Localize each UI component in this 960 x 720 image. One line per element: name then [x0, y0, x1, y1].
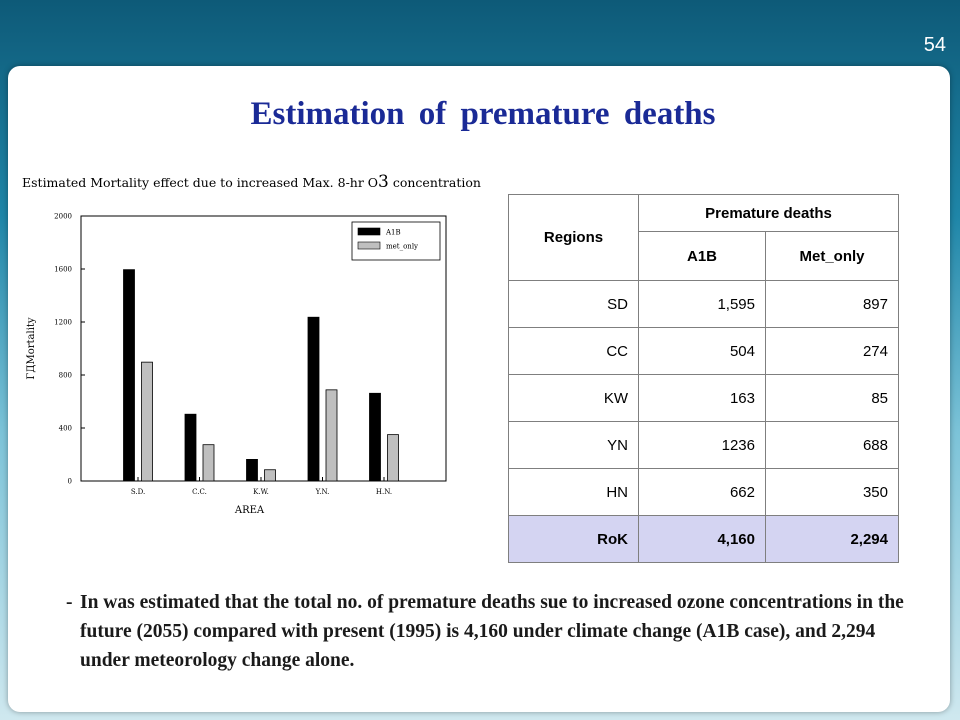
chart-title-text: Estimated Mortality effect due to increa… — [22, 175, 379, 190]
cell-met: 274 — [765, 327, 899, 375]
y-tick-label: 1200 — [54, 319, 72, 327]
header-met-only: Met_only — [765, 231, 899, 281]
y-tick-label: 0 — [68, 478, 72, 486]
x-tick-label: S.D. — [131, 488, 145, 496]
chart-title-subscript: 3 — [378, 172, 389, 192]
header-a1b: A1B — [638, 231, 766, 281]
x-tick-label: Y.N. — [315, 488, 330, 496]
bar-a1b-cc — [184, 413, 197, 482]
legend-swatch-met-only — [357, 241, 381, 250]
cell-total-a1b: 4,160 — [638, 515, 766, 563]
cell-met: 350 — [765, 468, 899, 516]
x-tick-label: H.N. — [376, 488, 392, 496]
y-tick-label: 400 — [59, 425, 72, 433]
slide-number: 54 — [923, 34, 946, 56]
bar-a1b-yn — [307, 316, 320, 482]
legend-label-met-only: met_only — [386, 243, 418, 251]
legend-label-a1b: A1B — [385, 229, 401, 237]
cell-region: CC — [508, 327, 639, 375]
plot-frame — [80, 215, 447, 482]
bar-a1b-kw — [246, 459, 258, 482]
bar-a1b-sd — [123, 269, 135, 482]
cell-region: YN — [508, 421, 639, 469]
cell-region: SD — [508, 280, 639, 328]
header-premature-deaths: Premature deaths — [638, 194, 899, 232]
mortality-bar-chart: 0 400 800 1200 1600 2000 S.D. C.C. K.W. Y.N. H.N. A… — [26, 213, 447, 516]
x-tick-label: K.W. — [253, 488, 269, 496]
cell-region: KW — [508, 374, 639, 422]
table-row: KW 163 85 — [508, 374, 899, 422]
bar-a1b-hn — [369, 392, 381, 482]
y-tick-label: 800 — [59, 372, 72, 380]
cell-met: 897 — [765, 280, 899, 328]
cell-a1b: 1236 — [638, 421, 766, 469]
cell-a1b: 163 — [638, 374, 766, 422]
note-text: In was estimated that the total no. of p… — [80, 592, 904, 671]
cell-a1b: 1,595 — [638, 280, 766, 328]
premature-deaths-table: Regions Premature deaths A1B Met_only SD… — [508, 194, 899, 563]
cell-total-region: RoK — [508, 515, 639, 563]
chart-title-tail: concentration — [388, 175, 481, 190]
table-row: SD 1,595 897 — [508, 280, 899, 328]
x-tick-label: C.C. — [192, 488, 207, 496]
y-axis-label: ΓДMortality — [26, 317, 37, 380]
cell-met: 688 — [765, 421, 899, 469]
header-regions: Regions — [508, 194, 639, 281]
cell-a1b: 662 — [638, 468, 766, 516]
cell-total-met: 2,294 — [765, 515, 899, 563]
table-row: CC 504 274 — [508, 327, 899, 375]
slide-title: Estimation of premature deaths — [250, 96, 716, 132]
table-total-row: RoK 4,160 2,294 — [508, 515, 899, 563]
y-tick-label: 1600 — [54, 266, 72, 274]
bar-met-only-sd — [141, 361, 153, 482]
summary-note: - In was estimated that the total no. of… — [66, 588, 916, 675]
table-row: HN 662 350 — [508, 468, 899, 516]
chart-title: Estimated Mortality effect due to increa… — [22, 172, 481, 192]
note-dash: - — [66, 592, 73, 613]
cell-met: 85 — [765, 374, 899, 422]
table-header-row: Regions Premature deaths — [508, 194, 899, 281]
bar-met-only-hn — [387, 434, 399, 482]
cell-a1b: 504 — [638, 327, 766, 375]
cell-region: HN — [508, 468, 639, 516]
legend-swatch-a1b — [357, 227, 381, 236]
bar-met-only-yn — [325, 389, 338, 482]
bar-met-only-cc — [202, 444, 215, 482]
table-subheader-row: A1B Met_only — [509, 231, 899, 281]
y-tick-label: 2000 — [54, 213, 72, 221]
table-row: YN 1236 688 — [508, 421, 899, 469]
bar-met-only-kw — [264, 469, 276, 482]
x-axis-label: AREA — [234, 505, 265, 516]
